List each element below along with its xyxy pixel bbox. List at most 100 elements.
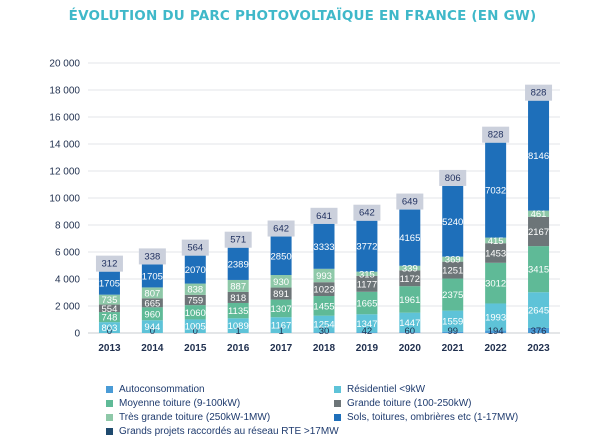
data-label: 7032 xyxy=(485,186,506,197)
data-label: 0 xyxy=(150,326,155,337)
bar-segment xyxy=(227,291,249,303)
legend-item-moyenne-toiture: Moyenne toiture (9-100kW) xyxy=(106,396,240,410)
bar-segment xyxy=(267,220,295,237)
data-label: 1665 xyxy=(356,299,377,310)
x-tick-label: 2021 xyxy=(442,343,465,354)
data-label: 2645 xyxy=(528,306,549,317)
data-label: 99 xyxy=(447,326,458,337)
data-label: 2375 xyxy=(442,290,463,301)
bar-segment xyxy=(95,255,123,272)
data-label: 1453 xyxy=(485,249,506,260)
x-tick-label: 2014 xyxy=(141,343,164,354)
data-label: 807 xyxy=(144,288,160,299)
data-label: 30 xyxy=(319,326,330,337)
data-label: 2389 xyxy=(228,259,249,270)
data-label: 1089 xyxy=(228,321,249,332)
data-label: 1 xyxy=(278,326,283,337)
bar-segment xyxy=(525,84,553,101)
bar-segment xyxy=(141,264,163,288)
data-label: 338 xyxy=(144,251,160,262)
bar-segment xyxy=(98,304,120,313)
data-label: 5240 xyxy=(442,217,463,228)
legend-swatch xyxy=(334,399,341,407)
data-label: 828 xyxy=(531,88,547,99)
x-tick-label: 2015 xyxy=(184,343,207,354)
bar-segment xyxy=(310,207,338,224)
data-label: 993 xyxy=(316,271,332,282)
bar-segment xyxy=(184,255,206,284)
y-tick-label: 20 000 xyxy=(49,59,80,70)
bar-segment xyxy=(399,312,421,333)
data-label: 1 xyxy=(236,326,241,337)
y-tick-label: 10 000 xyxy=(49,194,80,205)
legend-swatch xyxy=(334,385,341,393)
legend-item-residentiel: Résidentiel <9kW xyxy=(334,382,425,396)
bar-segment xyxy=(356,332,378,333)
x-tick-label: 2018 xyxy=(313,343,336,354)
bar-segment xyxy=(227,302,249,319)
bar-segment xyxy=(313,282,335,297)
y-tick-label: 4 000 xyxy=(55,275,80,286)
data-label: 3772 xyxy=(356,242,377,253)
bar-segment xyxy=(442,278,464,311)
chart-title: ÉVOLUTION DU PARC PHOTOVOLTAÏQUE EN FRAN… xyxy=(68,8,537,24)
bar-segment xyxy=(528,100,550,211)
data-label: 1559 xyxy=(442,317,463,328)
data-label: 828 xyxy=(488,130,504,141)
data-label: 1705 xyxy=(99,279,120,290)
bars xyxy=(95,84,553,333)
x-tick-label: 2022 xyxy=(485,343,508,354)
bar-segment xyxy=(442,331,464,333)
legend: Autoconsommation Résidentiel <9kW Moyenn… xyxy=(106,380,586,444)
bar-segment xyxy=(270,275,292,288)
x-tick-label: 2019 xyxy=(356,343,379,354)
legend-item-grands-projets: Grands projets raccordés au réseau RTE >… xyxy=(106,424,339,438)
bar-segment xyxy=(399,286,421,313)
data-label: 960 xyxy=(144,309,160,320)
bar-segment xyxy=(270,287,292,300)
bar-segment xyxy=(98,322,120,333)
bar-segment xyxy=(356,271,378,276)
bar-segment xyxy=(141,320,163,333)
data-label: 376 xyxy=(531,326,547,337)
y-tick-label: 8 000 xyxy=(55,221,80,232)
bar-segment xyxy=(399,209,421,266)
bar-segment xyxy=(528,327,550,333)
data-label: 887 xyxy=(230,281,246,292)
legend-label: Autoconsommation xyxy=(119,383,205,395)
data-label: 3415 xyxy=(528,265,549,276)
x-tick-label: 2013 xyxy=(98,343,121,354)
x-tick-label: 2016 xyxy=(227,343,250,354)
x-tick-label: 2017 xyxy=(270,343,293,354)
bar-segment xyxy=(184,294,206,306)
bar-segment xyxy=(138,248,166,265)
data-label: 42 xyxy=(362,326,373,337)
y-tick-label: 6 000 xyxy=(55,248,80,259)
data-label: 1023 xyxy=(313,285,334,296)
bar-segment xyxy=(528,246,550,293)
bar-segment xyxy=(98,312,120,323)
bar-segment xyxy=(270,299,292,318)
legend-swatch xyxy=(334,413,341,421)
bar-segment xyxy=(270,236,292,276)
bar-segment xyxy=(98,271,120,295)
bar-segment xyxy=(485,237,507,244)
data-label: 1455 xyxy=(313,301,334,312)
bar-segment xyxy=(485,243,507,263)
data-label: 2850 xyxy=(271,251,292,262)
legend-swatch xyxy=(106,399,113,407)
y-tick-label: 2 000 xyxy=(55,302,80,313)
legend-swatch xyxy=(106,427,113,435)
data-label: 3012 xyxy=(485,279,506,290)
bar-segment xyxy=(442,256,464,262)
bar-segment xyxy=(396,193,424,210)
data-label: 1254 xyxy=(313,320,334,331)
data-label: 312 xyxy=(102,259,118,270)
data-label: 1177 xyxy=(357,279,377,290)
legend-item-grande-toiture: Grande toiture (100-250kW) xyxy=(334,396,472,410)
bar-segment xyxy=(227,279,249,292)
bar-segment xyxy=(356,314,378,333)
data-label: 0 xyxy=(107,326,112,337)
bar-segment xyxy=(313,268,335,283)
data-label: 194 xyxy=(488,326,504,337)
